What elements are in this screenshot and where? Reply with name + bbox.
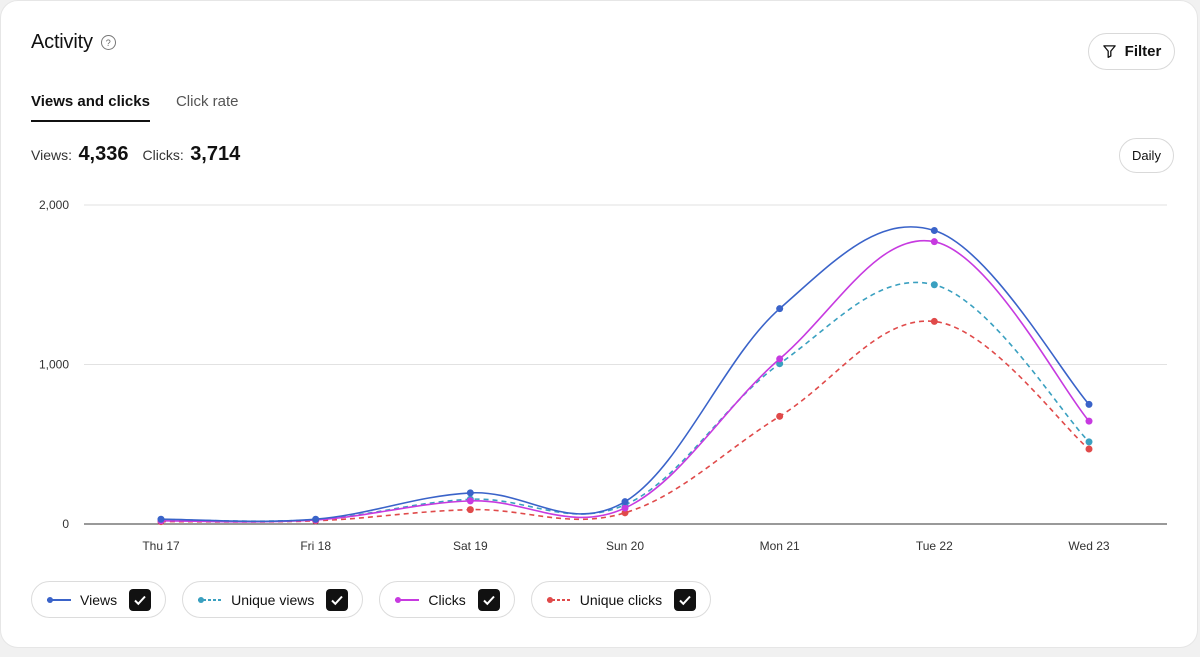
views-stat-value: 4,336 bbox=[78, 143, 129, 165]
x-tick-label: Thu 17 bbox=[142, 539, 180, 553]
series-line-views bbox=[160, 226, 1090, 523]
data-point-views bbox=[776, 305, 784, 313]
filter-icon bbox=[1102, 45, 1116, 58]
clicks-stat-label: Clicks: bbox=[142, 147, 184, 163]
checkbox-icon[interactable] bbox=[129, 588, 152, 611]
data-point-unique-views bbox=[1085, 438, 1093, 446]
views-stat-label: Views: bbox=[31, 147, 72, 163]
legend-label-clicks: Clicks bbox=[428, 591, 466, 608]
y-tick-label: 2,000 bbox=[39, 198, 69, 212]
x-tick-label: Fri 18 bbox=[300, 539, 331, 553]
data-point-unique-views bbox=[930, 281, 938, 289]
data-point-views bbox=[930, 227, 938, 235]
y-tick-label: 1,000 bbox=[39, 358, 69, 372]
data-point-unique-clicks bbox=[621, 509, 629, 517]
series-line-unique-views bbox=[160, 281, 1090, 522]
data-point-unique-clicks bbox=[776, 412, 784, 420]
data-point-clicks bbox=[466, 497, 474, 505]
activity-line-chart: 0 1,000 2,000 Thu 17 Fri 18 Sat 19 Sun 20 Mon 2… bbox=[39, 198, 1167, 553]
question-circle-icon[interactable]: ? bbox=[100, 35, 116, 50]
title-row: Activity ? bbox=[31, 31, 116, 54]
data-point-views bbox=[1085, 400, 1093, 408]
data-point-unique-clicks bbox=[1085, 445, 1093, 453]
legend-toggle-views[interactable]: Views bbox=[31, 581, 167, 618]
clicks-stat-value: 3,714 bbox=[190, 143, 241, 165]
x-tick-label: Tue 22 bbox=[916, 539, 953, 553]
filter-button[interactable]: Filter bbox=[1088, 33, 1175, 70]
legend-toggle-unique-views[interactable]: Unique views bbox=[182, 581, 364, 618]
x-tick-label: Mon 21 bbox=[760, 539, 800, 553]
unique-clicks-line-icon bbox=[546, 596, 571, 603]
x-tick-label: Wed 23 bbox=[1068, 539, 1109, 553]
filter-label: Filter bbox=[1124, 43, 1162, 60]
checkbox-icon[interactable] bbox=[674, 588, 697, 611]
legend-label-unique-clicks: Unique clicks bbox=[579, 591, 663, 608]
data-point-views bbox=[312, 515, 320, 523]
checkbox-icon[interactable] bbox=[477, 588, 500, 611]
unique-views-line-icon bbox=[198, 596, 223, 603]
y-tick-label: 0 bbox=[62, 517, 69, 531]
legend-toggle-unique-clicks[interactable]: Unique clicks bbox=[530, 581, 712, 618]
legend: Views Unique views Clicks Unique clicks bbox=[31, 581, 712, 618]
data-point-unique-clicks bbox=[930, 317, 938, 325]
x-tick-label: Sat 19 bbox=[453, 539, 488, 553]
clicks-line-icon bbox=[395, 596, 420, 603]
data-point-unique-clicks bbox=[466, 506, 474, 514]
series-line-unique-clicks bbox=[160, 320, 1090, 523]
tab-click-rate[interactable]: Click rate bbox=[175, 93, 239, 110]
data-point-unique-views bbox=[776, 360, 784, 368]
x-tick-label: Sun 20 bbox=[606, 539, 644, 553]
tabs: Views and clicks Click rate bbox=[31, 93, 238, 122]
data-point-views bbox=[466, 489, 474, 497]
series-line-clicks bbox=[160, 239, 1090, 523]
page-title: Activity bbox=[31, 31, 93, 53]
stats-summary: Views: 4,336 Clicks: 3,714 bbox=[31, 143, 240, 166]
legend-label-unique-views: Unique views bbox=[231, 591, 315, 608]
data-point-clicks bbox=[930, 238, 938, 246]
data-point-clicks bbox=[621, 504, 629, 512]
legend-label-views: Views bbox=[80, 591, 118, 608]
legend-toggle-clicks[interactable]: Clicks bbox=[379, 581, 515, 618]
tab-views-and-clicks[interactable]: Views and clicks bbox=[31, 93, 150, 122]
data-point-clicks bbox=[776, 355, 784, 363]
data-point-views bbox=[157, 515, 165, 523]
interval-select[interactable]: Daily bbox=[1119, 138, 1174, 173]
data-point-clicks bbox=[1085, 417, 1093, 425]
data-point-views bbox=[621, 498, 629, 506]
views-line-icon bbox=[47, 596, 71, 603]
checkbox-icon[interactable] bbox=[326, 588, 349, 611]
